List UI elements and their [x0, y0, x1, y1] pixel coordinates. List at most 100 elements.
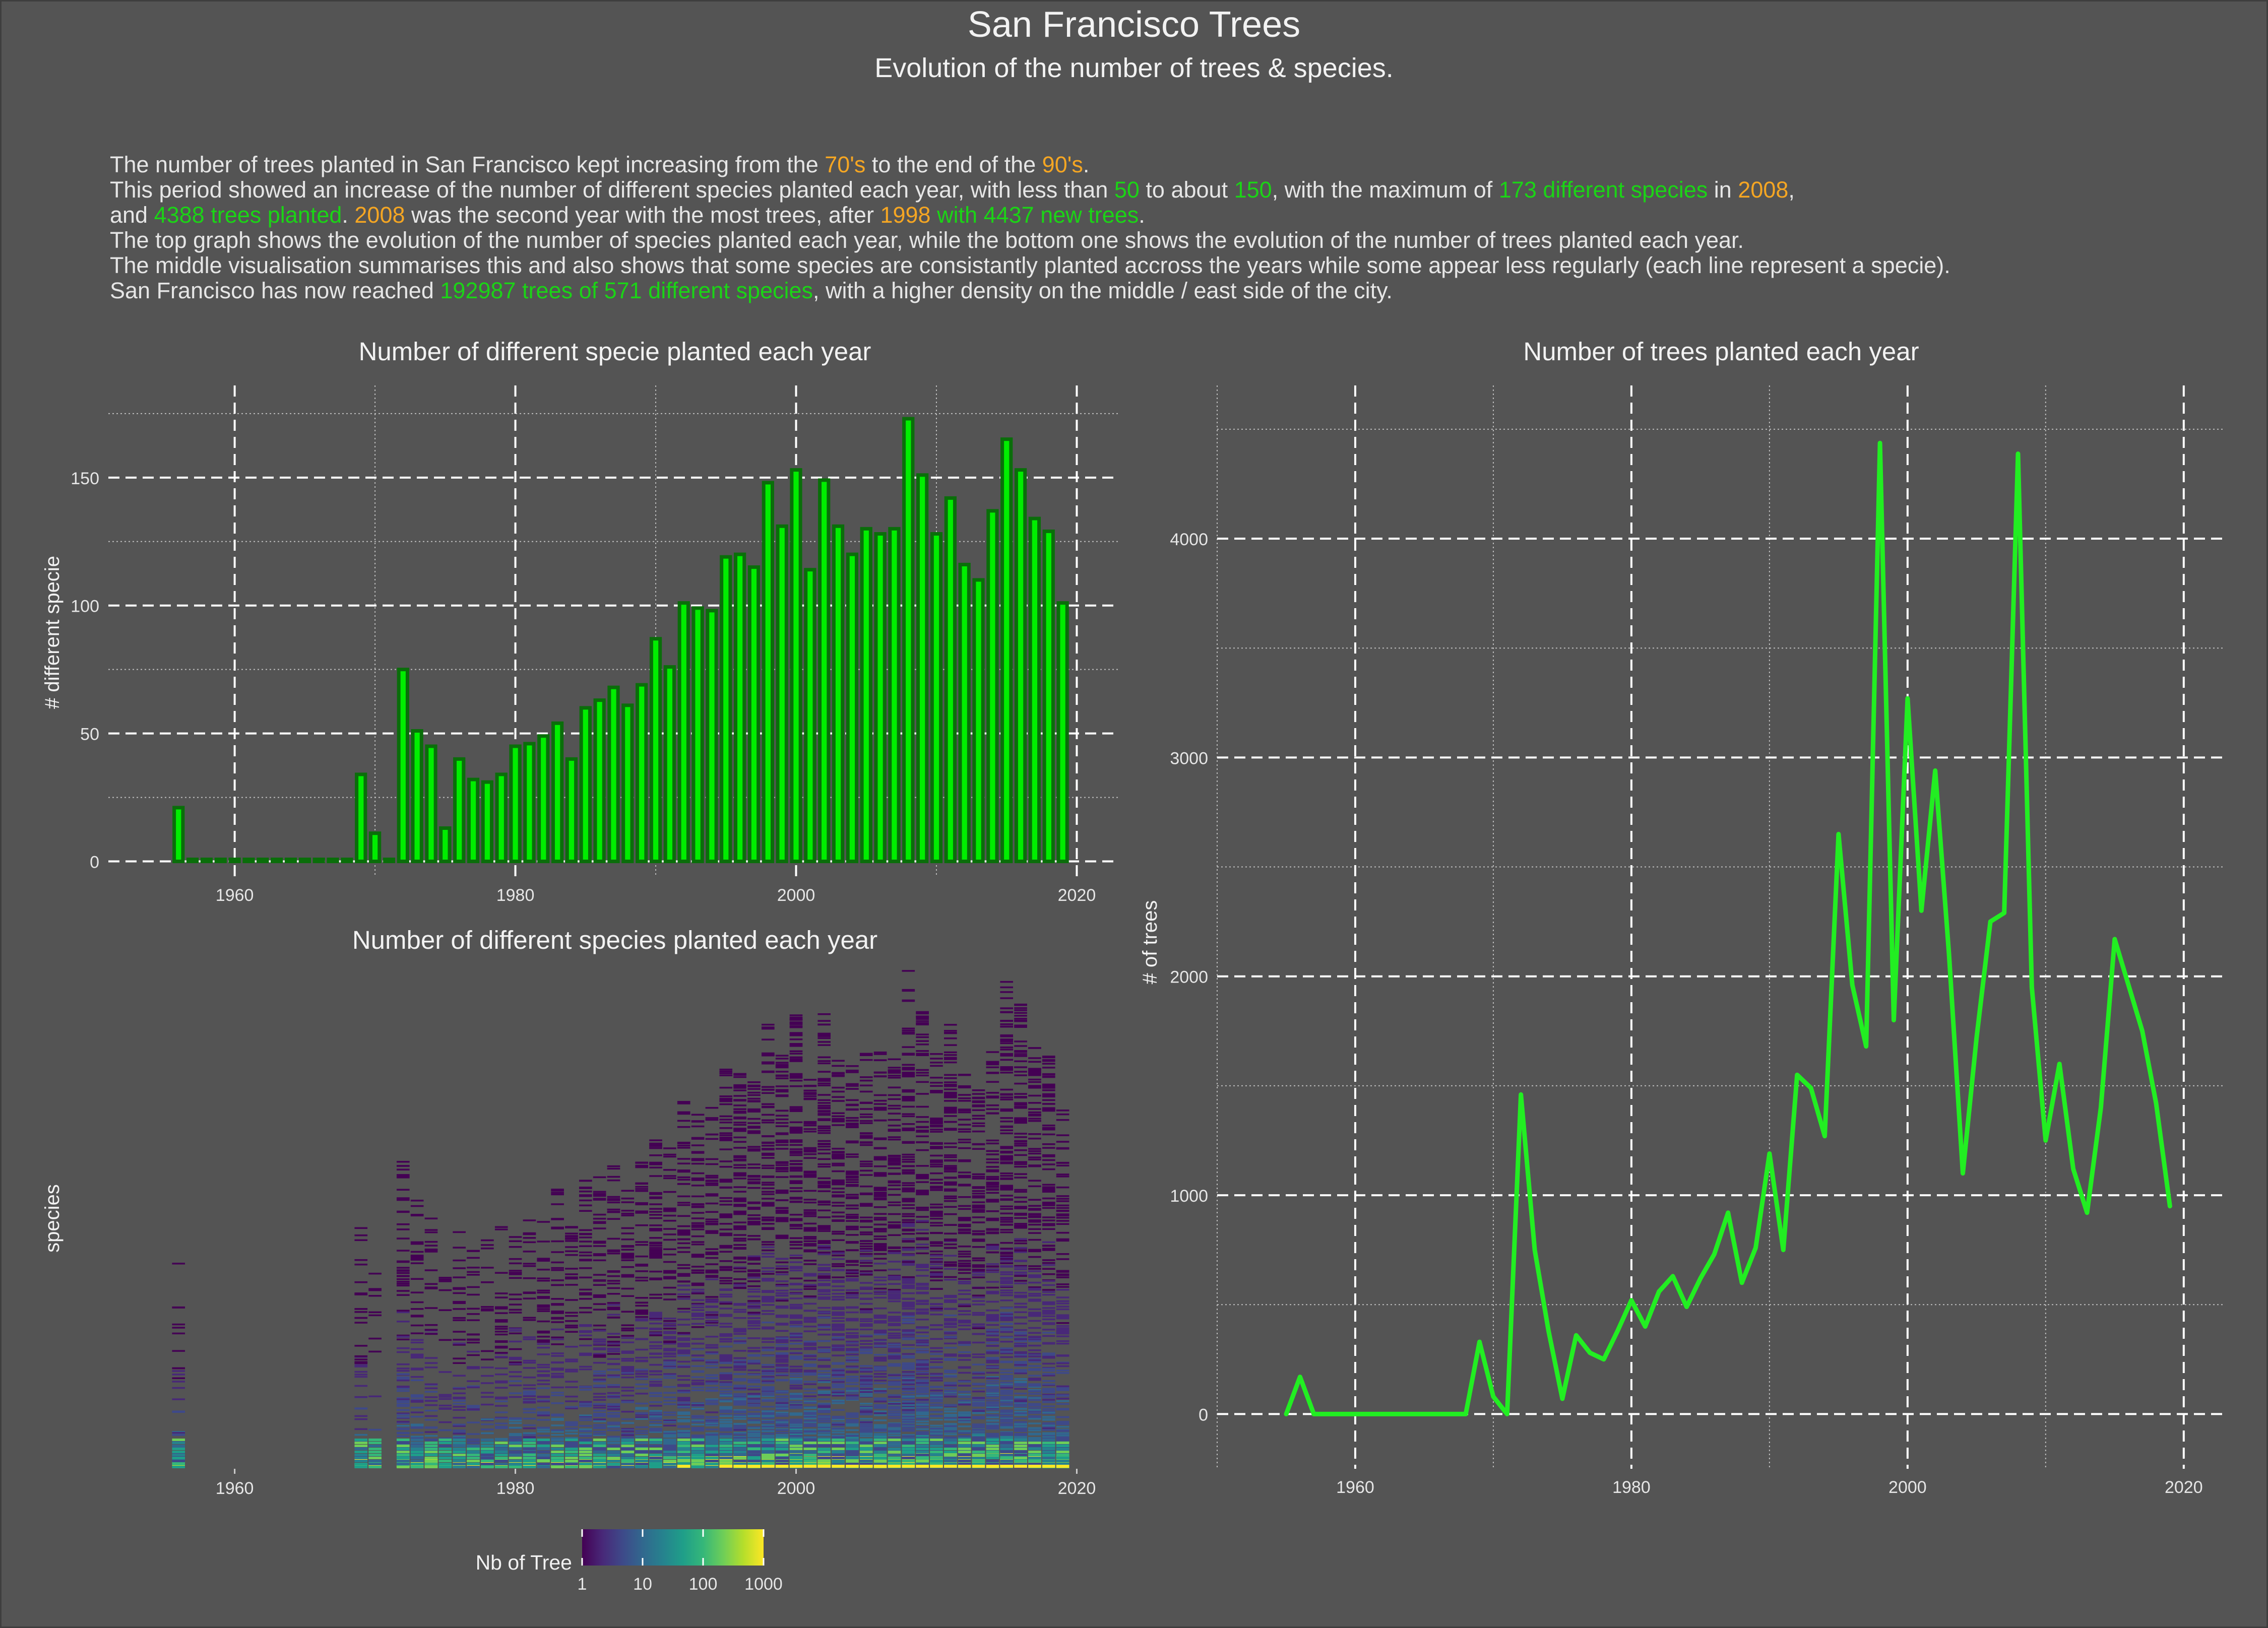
heatmap-cell	[790, 1322, 803, 1324]
heatmap-cell	[425, 1427, 438, 1429]
heatmap-cell	[453, 1375, 466, 1377]
heatmap-cell	[551, 1269, 564, 1271]
heatmap-cell	[832, 1276, 845, 1278]
heatmap-cell	[579, 1298, 592, 1300]
heatmap-cell	[607, 1384, 620, 1386]
heatmap-cell	[411, 1342, 424, 1344]
heatmap-cell	[846, 1348, 859, 1350]
heatmap-cell	[551, 1343, 564, 1345]
line-chart-ylabel: # of trees	[1139, 900, 1161, 985]
heatmap-cell	[762, 1290, 775, 1292]
heatmap-cell	[691, 1304, 705, 1306]
heatmap-cell	[579, 1200, 592, 1202]
heatmap-cell	[719, 1323, 732, 1325]
heatmap-cell	[621, 1254, 635, 1256]
heatmap-cell	[607, 1283, 620, 1285]
heatmap-cell	[621, 1434, 635, 1436]
heatmap-cell	[579, 1205, 592, 1207]
heatmap-cell	[733, 1257, 746, 1259]
heatmap-cell	[817, 1057, 831, 1059]
heatmap-cell	[495, 1400, 508, 1402]
heatmap-cell	[621, 1324, 635, 1326]
heatmap-cell	[565, 1445, 578, 1447]
heatmap-cell	[817, 1405, 831, 1407]
heatmap-cell	[649, 1341, 662, 1343]
heatmap-cell	[860, 1287, 873, 1289]
heatmap-cell	[706, 1347, 719, 1349]
heatmap-cell	[579, 1451, 592, 1453]
heatmap-cell	[411, 1357, 424, 1359]
heatmap-cell	[762, 1191, 775, 1193]
heatmap-cell	[790, 1460, 803, 1462]
heatmap-cell	[593, 1424, 606, 1426]
heatmap-cell	[860, 1388, 873, 1390]
heatmap-cell	[607, 1304, 620, 1306]
heatmap-cell	[747, 1285, 761, 1287]
heatmap-cell	[621, 1239, 635, 1241]
heatmap-cell	[706, 1374, 719, 1376]
heatmap-cell	[846, 1297, 859, 1299]
heatmap-cell	[677, 1337, 690, 1339]
heatmap-cell	[733, 1124, 746, 1126]
heatmap-cell	[649, 1374, 662, 1376]
heatmap-cell	[663, 1233, 676, 1235]
heatmap-cell	[663, 1287, 676, 1289]
heatmap-cell	[537, 1259, 550, 1261]
heatmap-cell	[425, 1457, 438, 1459]
heatmap-cell	[677, 1230, 690, 1232]
heatmap-cell	[649, 1421, 662, 1423]
heatmap-cell	[790, 1073, 803, 1075]
heatmap-cell	[565, 1284, 578, 1286]
heatmap-cell	[733, 1095, 746, 1097]
heatmap-cell	[635, 1369, 648, 1371]
heatmap-cell	[860, 1243, 873, 1245]
heatmap-cell	[509, 1246, 522, 1248]
heatmap-cell	[832, 1255, 845, 1257]
heatmap-cell	[832, 1379, 845, 1381]
heatmap-cell	[762, 1153, 775, 1155]
heatmap-cell	[706, 1177, 719, 1179]
bar	[1002, 439, 1011, 862]
heatmap-cell	[691, 1365, 705, 1367]
heatmap-cell	[354, 1439, 367, 1441]
heatmap-cell	[453, 1362, 466, 1364]
heatmap-cell	[706, 1232, 719, 1234]
heatmap-cell	[607, 1168, 620, 1170]
heatmap-cell	[425, 1286, 438, 1288]
heatmap-cell	[467, 1351, 480, 1353]
heatmap-cell	[733, 1268, 746, 1270]
heatmap-cell	[719, 1134, 732, 1136]
heatmap-cell	[523, 1418, 536, 1420]
heatmap-cell	[467, 1433, 480, 1435]
heatmap-cell	[551, 1267, 564, 1269]
x-tick-label: 2020	[1058, 886, 1096, 905]
heatmap-cell	[832, 1416, 845, 1418]
line-chart-title: Number of trees planted each year	[1523, 337, 1919, 366]
heatmap-cell	[719, 1339, 732, 1341]
heatmap-cell	[677, 1344, 690, 1346]
heatmap-cell	[846, 1365, 859, 1367]
heatmap-cell	[790, 1014, 803, 1016]
heatmap-cell	[804, 1341, 817, 1343]
heatmap-cell	[832, 1373, 845, 1375]
heatmap-cell	[397, 1373, 410, 1375]
heatmap-cell	[354, 1281, 367, 1283]
heatmap-cell	[776, 1324, 789, 1326]
heatmap-cell	[663, 1169, 676, 1171]
heatmap-cell	[804, 1465, 817, 1468]
bar	[974, 580, 983, 862]
heatmap-cell	[790, 1335, 803, 1337]
bar	[427, 746, 435, 862]
heatmap-cell	[551, 1241, 564, 1243]
heatmap-cell	[677, 1385, 690, 1387]
heatmap-cell	[832, 1395, 845, 1397]
heatmap-cell	[397, 1290, 410, 1292]
y-tick-label: 0	[90, 853, 99, 872]
heatmap-cell	[607, 1421, 620, 1423]
heatmap-cell	[579, 1448, 592, 1450]
heatmap-cell	[537, 1321, 550, 1323]
heatmap-cell	[804, 1093, 817, 1095]
heatmap-cell	[354, 1293, 367, 1295]
heatmap-cell	[649, 1271, 662, 1273]
heatmap-cell	[635, 1445, 648, 1447]
